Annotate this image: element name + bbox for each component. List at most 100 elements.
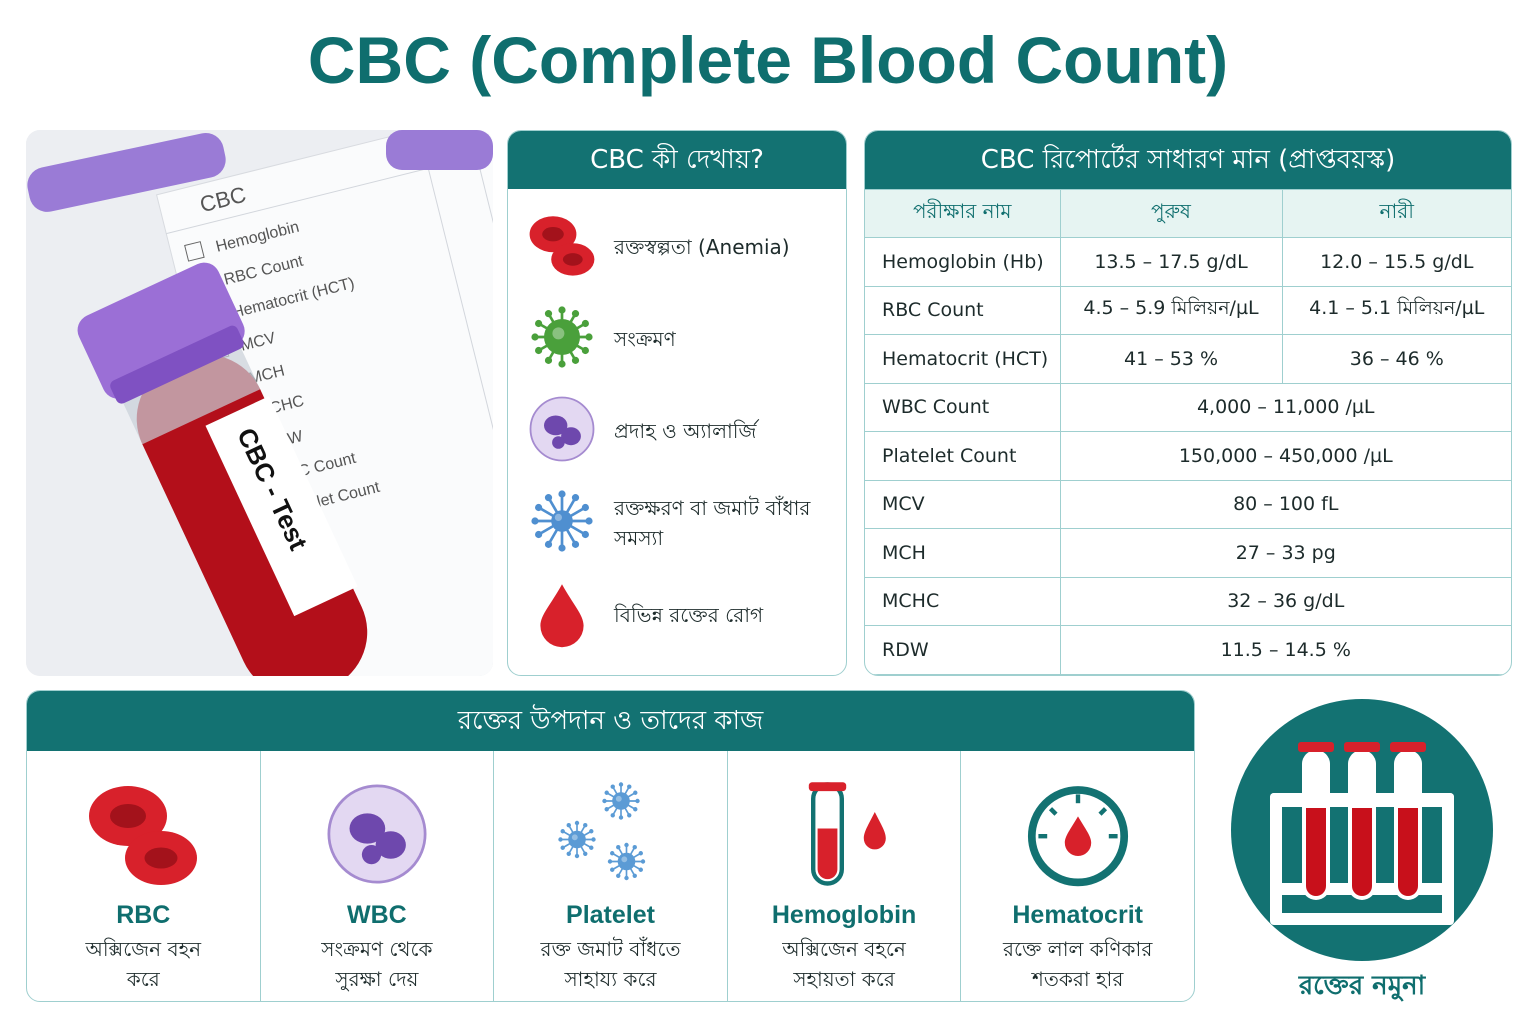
sample-label: রক্তের নমুনা (1298, 971, 1426, 1001)
icon-svg (327, 784, 427, 884)
component-icon (494, 769, 727, 899)
table-row: RDW 11.5 – 14.5 % (865, 625, 1511, 675)
icon-circle (571, 310, 580, 318)
icon-ellipse (542, 227, 564, 242)
table-cell: 4,000 – 11,000 /µL (1059, 382, 1511, 432)
icon-circle (635, 798, 641, 804)
tube-cap (1344, 742, 1380, 752)
table-cell: 80 – 100 fL (1059, 479, 1511, 529)
tube-blood (1352, 808, 1372, 896)
icon-circle (535, 346, 543, 355)
icon-circle (612, 792, 631, 810)
icon-circle (604, 807, 610, 812)
tube-blood (1306, 808, 1326, 896)
icon-circle (568, 830, 587, 849)
icon-circle (633, 790, 638, 795)
icon-thead: পরীক্ষার নাম পুরুষ নারী (865, 189, 1511, 238)
icon-svg (1027, 786, 1128, 887)
component-description: রক্তে লাল কণিকার শতকরা হার (1002, 937, 1153, 991)
component-name: Hemoglobin (771, 901, 917, 929)
icon-circle (616, 873, 621, 878)
icon-circle (585, 333, 593, 341)
icon-path (540, 584, 584, 648)
icon-ellipse (144, 847, 178, 869)
icon-rect (116, 334, 261, 445)
icon-circle (639, 867, 644, 872)
icon-svg (540, 584, 584, 648)
table-row: Platelet Count 150,000 – 450,000 /µL (865, 431, 1511, 481)
icon-circle (639, 851, 644, 856)
column-header: পুরুষ (1059, 189, 1283, 238)
icon-circle (544, 494, 553, 502)
icon-circle (571, 540, 580, 548)
icon-circle (604, 790, 610, 795)
what-item: প্রদাহ ও অ্যালার্জি (508, 385, 846, 477)
icon-circle (589, 829, 594, 834)
table-cell: 27 – 33 pg (1059, 528, 1511, 578)
icon-circle (616, 845, 621, 850)
table-cell: Hematocrit (HCT) (865, 334, 1061, 384)
component-name: RBC (116, 901, 171, 929)
table-cell: 4.5 – 5.9 মিলিয়ন/µL (1059, 285, 1283, 335)
icon-path (1064, 816, 1091, 856)
icon-circle (361, 845, 382, 865)
component-name: Platelet (566, 901, 655, 929)
table-cell: 4.1 – 5.1 মিলিয়ন/µL (1281, 285, 1511, 335)
table-cell: Hemoglobin (Hb) (865, 237, 1061, 287)
table-cell: MCHC (865, 576, 1061, 626)
table-cell: RDW (865, 625, 1061, 675)
components-panel: রক্তের উপদান ও তাদের কাজ RBC অক্সিজেন বহন… (26, 690, 1195, 1002)
icon-circle (535, 530, 543, 539)
icon-circle (621, 856, 628, 863)
icon-circle (591, 837, 597, 842)
component-description: সংক্রমণ থেকে সুরক্ষা দেয় (321, 937, 433, 991)
icon-rect (1442, 793, 1454, 923)
ranges-table: পরীক্ষার নাম পুরুষ নারী Hemoglobin (Hb) 13.5… (865, 189, 1511, 675)
icon-circle (581, 319, 589, 328)
tube-cap (1390, 742, 1426, 752)
icon-g (166, 130, 493, 674)
icon-circle (633, 807, 638, 812)
icon-circle (585, 517, 593, 525)
icon-svg (808, 782, 886, 886)
table-cell: MCH (865, 528, 1061, 578)
table-row: RBC Count 4.5 – 5.9 মিলিয়ন/µL 4.1 – 5.1 ম… (865, 285, 1511, 335)
icon-circle (581, 503, 589, 512)
column-header: নারী (1281, 189, 1511, 238)
what-icon (526, 301, 598, 377)
icon-circle (641, 859, 646, 864)
table-row: Hematocrit (HCT) 41 – 53 % 36 – 46 % (865, 334, 1511, 384)
icon-line (1048, 807, 1058, 816)
icon-circle (567, 851, 572, 856)
component-description: অক্সিজেন বহনে সহায়তা করে (782, 937, 906, 991)
icon-svg (529, 216, 595, 276)
what-text: প্রদাহ ও অ্যালার্জি (614, 419, 757, 443)
what-text: রক্তক্ষরণ বা জমাট বাঁধার সমস্যা (614, 496, 811, 550)
checkbox (184, 241, 205, 262)
table-panel: CBC রিপোর্টের সাধারণ মান (প্রাপ্তবয়স্ক)… (864, 130, 1512, 676)
icon-circle (544, 540, 553, 548)
photo: CBC Hemoglobin RBC Count Hematocrit (HCT) MC… (26, 130, 493, 676)
what-icon (526, 393, 598, 469)
header-row: পরীক্ষার নাম পুরুষ নারী (865, 189, 1511, 238)
icon-circle (544, 310, 553, 318)
icon-circle (610, 851, 615, 856)
what-item: বিভিন্ন রক্তের রোগ (508, 569, 846, 661)
what-icon (526, 209, 598, 285)
what-icon (526, 485, 598, 561)
icon-g (1298, 742, 1426, 900)
icon-circle (608, 859, 613, 864)
icon-rect (77, 262, 245, 399)
icon-line (1098, 807, 1107, 816)
component-cell: WBC সংক্রমণ থেকে সুরক্ষা দেয় (261, 751, 495, 1001)
table-cell: MCV (865, 479, 1061, 529)
icon-ellipse (561, 427, 581, 446)
what-item: রক্তস্বল্পতা (Anemia) (508, 201, 846, 293)
icon-rect (386, 130, 493, 170)
table-row: WBC Count 4,000 – 11,000 /µL (865, 382, 1511, 432)
icon-circle (560, 845, 566, 850)
icon-ellipse (349, 813, 386, 844)
component-cell: RBC অক্সিজেন বহন করে (27, 751, 261, 1001)
component-cell: Hematocrit রক্তে লাল কণিকার শতকরা হার (961, 751, 1194, 1001)
